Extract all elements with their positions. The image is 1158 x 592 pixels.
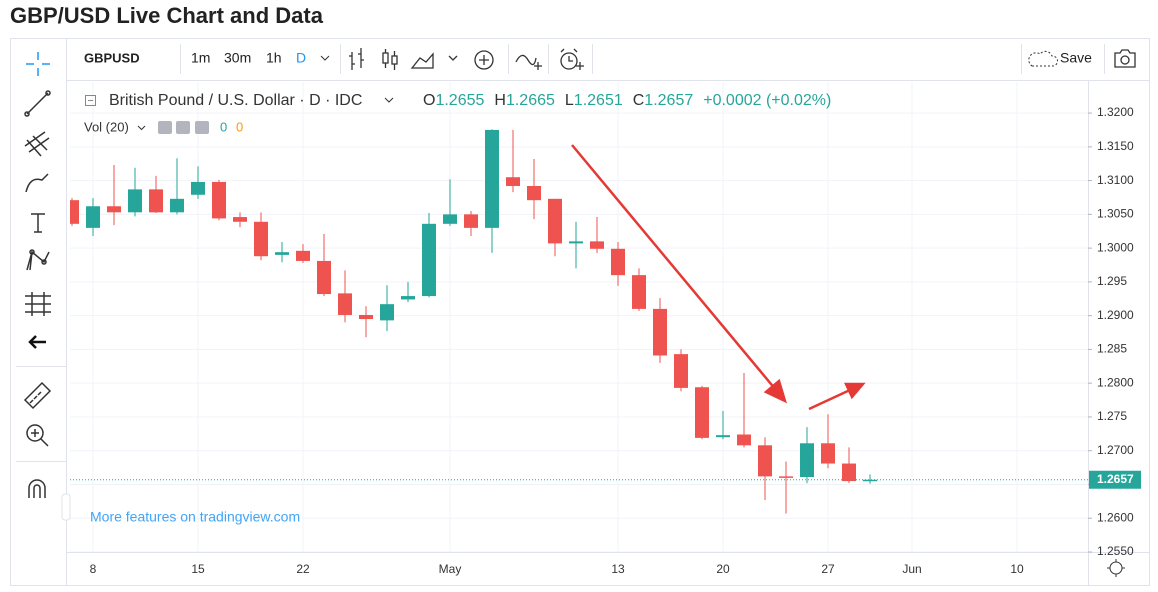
y-tick-label: 1.2700 — [1097, 443, 1134, 457]
last-price-label: 1.2657 — [1097, 472, 1134, 486]
y-tick-label: 1.2800 — [1097, 375, 1134, 389]
candle-body — [800, 443, 814, 478]
candle-body — [275, 252, 289, 255]
candle-body — [170, 198, 184, 213]
interval[interactable]: 30m — [224, 50, 251, 66]
x-tick-label: 10 — [1010, 562, 1024, 576]
ohlc-key: O — [423, 92, 435, 109]
volume-ma-value: 0 — [236, 119, 243, 134]
x-tick-label: May — [439, 562, 462, 576]
y-tick-label: 1.2900 — [1097, 308, 1134, 322]
x-tick-label: Jun — [902, 562, 921, 576]
candle-body — [716, 435, 730, 438]
candle-body — [338, 293, 352, 315]
interval[interactable]: D — [296, 50, 306, 66]
last-price-tag — [1089, 470, 1141, 489]
candle-body — [653, 308, 667, 356]
ohlc-value: 1.2655 — [435, 92, 484, 109]
candle-body — [737, 434, 751, 446]
candle-body — [863, 479, 877, 482]
candle-body — [506, 177, 520, 186]
x-tick-label: 27 — [821, 562, 835, 576]
ohlc-value: 1.2665 — [506, 92, 555, 109]
ohlc-value: 1.2657 — [644, 92, 693, 109]
candle-body — [233, 217, 247, 222]
save-button[interactable]: Save — [1060, 50, 1092, 66]
y-tick-label: 1.295 — [1097, 274, 1127, 288]
collapse-icon[interactable] — [85, 95, 96, 106]
candle-body — [779, 476, 793, 478]
candle-body — [758, 445, 772, 477]
candle-body — [296, 250, 310, 261]
candle-body — [422, 223, 436, 297]
candle-body — [401, 296, 415, 300]
candle-body — [569, 241, 583, 244]
study-buttons[interactable] — [158, 121, 209, 134]
candle-body — [191, 181, 205, 195]
candle-body — [674, 354, 688, 388]
candle-body — [842, 463, 856, 482]
y-tick-label: 1.3000 — [1097, 240, 1134, 254]
interval[interactable]: 1m — [191, 50, 210, 66]
candle-body — [485, 129, 499, 228]
ohlc-key: H — [494, 92, 506, 109]
annotation-arrows — [571, 144, 866, 411]
ohlc-legend: O 1.2655 H 1.2665 L 1.2651 C 1.2657 +0.0002 (+0.… — [423, 92, 831, 109]
y-tick-label: 1.3100 — [1097, 173, 1134, 187]
candle-body — [86, 206, 100, 228]
candle-body — [590, 241, 604, 249]
change: +0.0002 (+0.02%) — [703, 92, 831, 109]
candle-body — [107, 206, 121, 213]
candle-body — [821, 443, 835, 464]
volume-value: 0 — [220, 119, 227, 134]
x-tick-label: 15 — [191, 562, 205, 576]
settings-icon[interactable] — [1107, 559, 1125, 577]
candle-body — [359, 314, 373, 320]
y-tick-label: 1.285 — [1097, 342, 1127, 356]
y-tick-label: 1.3200 — [1097, 105, 1134, 119]
candle-body — [443, 214, 457, 224]
y-tick-label: 1.3050 — [1097, 207, 1134, 221]
candle-body — [128, 189, 142, 213]
x-tick-label: 13 — [611, 562, 625, 576]
x-tick-label: 20 — [716, 562, 730, 576]
y-tick-label: 1.3150 — [1097, 139, 1134, 153]
y-tick-label: 1.2600 — [1097, 510, 1134, 524]
candle-body — [527, 185, 541, 201]
symbol[interactable]: GBPUSD — [84, 50, 140, 65]
top-toolbar[interactable]: GBPUSD 1m 30m 1h D Save — [84, 44, 1136, 74]
x-tick-label: 22 — [296, 562, 310, 576]
candle-body — [380, 304, 394, 321]
collapse-handle[interactable] — [61, 493, 71, 521]
y-tick-label: 1.275 — [1097, 409, 1127, 423]
dropdown-caret[interactable] — [384, 97, 394, 103]
ohlc-value: 1.2651 — [574, 92, 623, 109]
ohlc-key: C — [633, 92, 645, 109]
page-title: GBP/USD Live Chart and Data — [10, 3, 324, 28]
candle-body — [611, 248, 625, 276]
ohlc-key: L — [565, 92, 574, 109]
candle-body — [254, 221, 268, 257]
candle-body — [548, 198, 562, 244]
plot-area — [70, 82, 1088, 552]
legend-title: British Pound / U.S. Dollar · D · IDC — [109, 92, 362, 109]
left-toolbar[interactable] — [16, 52, 66, 498]
y-tick-label: 1.2550 — [1097, 544, 1134, 558]
candle-body — [695, 387, 709, 438]
candle-body — [70, 200, 79, 224]
volume-label: Vol (20) — [84, 119, 129, 134]
widget-frame — [10, 38, 1150, 586]
candle-body — [464, 214, 478, 228]
candle-body — [317, 260, 331, 295]
x-tick-label: 8 — [90, 562, 97, 576]
candle-body — [149, 189, 163, 213]
promo-link[interactable]: More features on tradingview.com — [90, 509, 300, 525]
interval[interactable]: 1h — [266, 50, 282, 66]
dropdown-caret[interactable] — [137, 125, 146, 131]
candle-body — [212, 181, 226, 219]
candle-body — [632, 275, 646, 309]
